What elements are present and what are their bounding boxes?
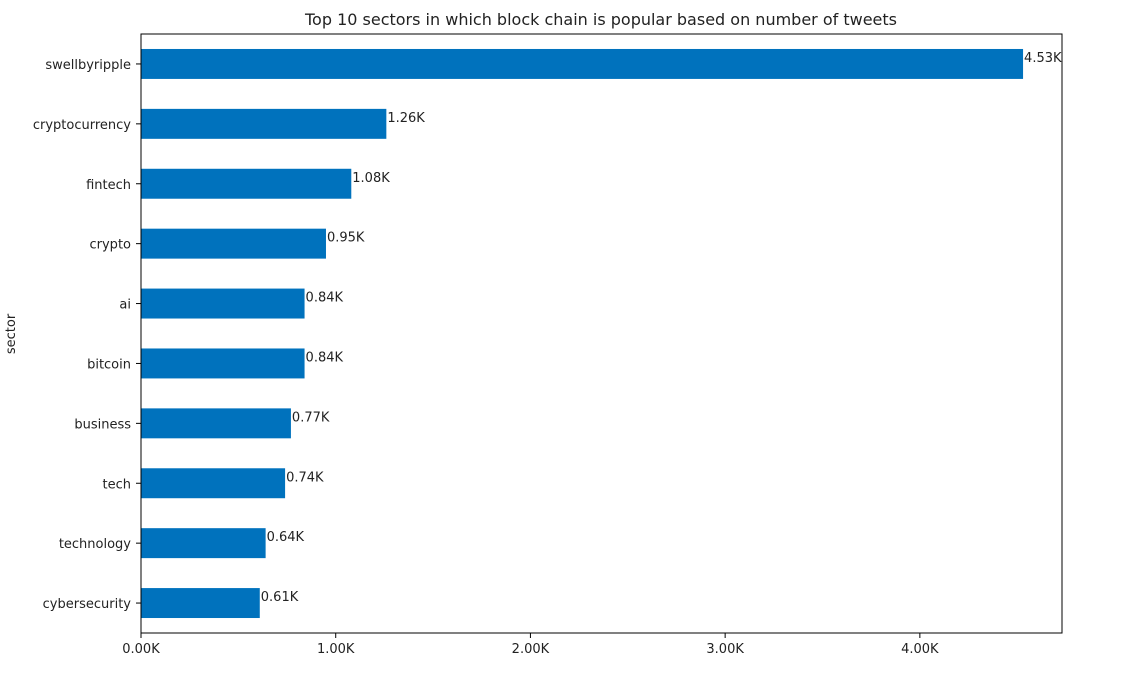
x-tick-label: 2.00K	[512, 642, 550, 657]
x-tick-label: 1.00K	[317, 642, 355, 657]
data-label-cybersecurity: 0.61K	[261, 590, 299, 605]
data-label-technology: 0.64K	[267, 530, 305, 545]
plot-frame	[140, 33, 1063, 634]
y-tick-label: ai	[119, 298, 131, 313]
bar-crypto	[141, 228, 326, 259]
x-tick-label: 0.00K	[122, 642, 160, 657]
bar-tech	[141, 468, 286, 499]
data-label-cryptocurrency: 1.26K	[387, 111, 425, 126]
bar-cryptocurrency	[141, 108, 387, 139]
bar-fintech	[141, 168, 352, 199]
y-tick-label: business	[74, 417, 131, 432]
y-tick-label: technology	[59, 537, 131, 552]
data-label-tech: 0.74K	[286, 470, 324, 485]
data-label-swellbyripple: 4.53K	[1024, 51, 1062, 66]
data-label-crypto: 0.95K	[327, 231, 365, 246]
bar-cybersecurity	[141, 588, 260, 619]
y-tick-label: fintech	[86, 178, 131, 193]
x-tick-label: 4.00K	[901, 642, 939, 657]
data-label-ai: 0.84K	[306, 291, 344, 306]
y-tick-label: tech	[103, 477, 131, 492]
bar-bitcoin	[141, 348, 305, 379]
y-axis-label: sector	[4, 313, 19, 354]
x-tick-label: 3.00K	[706, 642, 744, 657]
y-axis-ticks: swellbyripple cryptocurrency fintech crypto…	[33, 58, 141, 612]
bar-ai	[141, 288, 305, 319]
data-label-business: 0.77K	[292, 410, 330, 425]
y-tick-label: bitcoin	[87, 357, 131, 372]
data-labels-group: 4.53K 1.26K 1.08K 0.95K 0.84K 0.84K 0.77K 0.74K…	[261, 51, 1062, 605]
bars-group	[141, 48, 1024, 619]
x-axis-ticks: 0.00K 1.00K 2.00K 3.00K 4.00K	[122, 633, 939, 657]
y-tick-label: cryptocurrency	[33, 118, 131, 133]
bar-business	[141, 408, 291, 439]
y-tick-label: crypto	[90, 238, 132, 253]
data-label-fintech: 1.08K	[352, 171, 390, 186]
bar-technology	[141, 528, 266, 559]
bar-swellbyripple	[141, 48, 1024, 79]
y-tick-label: swellbyripple	[45, 58, 131, 73]
y-tick-label: cybersecurity	[43, 597, 132, 612]
chart-title: Top 10 sectors in which block chain is p…	[304, 10, 897, 29]
data-label-bitcoin: 0.84K	[306, 350, 344, 365]
